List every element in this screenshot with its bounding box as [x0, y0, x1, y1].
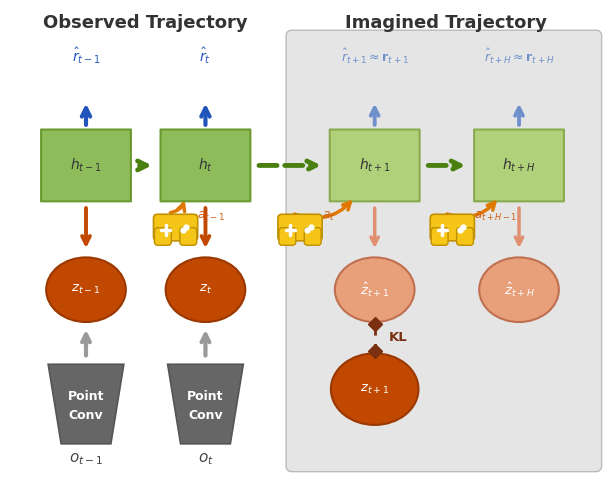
FancyBboxPatch shape	[457, 228, 473, 245]
Text: Conv: Conv	[188, 409, 223, 422]
Text: KL: KL	[389, 331, 407, 344]
Text: $z_{t-1}$: $z_{t-1}$	[71, 283, 101, 296]
Ellipse shape	[46, 257, 126, 322]
Text: $o_{t-1}$: $o_{t-1}$	[69, 451, 103, 467]
FancyBboxPatch shape	[279, 228, 296, 245]
Text: $o_t$: $o_t$	[198, 451, 214, 467]
Text: Point: Point	[68, 390, 104, 403]
FancyBboxPatch shape	[430, 214, 475, 241]
Text: $\hat{r}_{t-1}$: $\hat{r}_{t-1}$	[71, 46, 101, 66]
Text: $a_t$: $a_t$	[322, 210, 336, 223]
Text: $z_{t+1}$: $z_{t+1}$	[360, 383, 389, 396]
Polygon shape	[48, 364, 124, 444]
FancyBboxPatch shape	[180, 228, 196, 245]
Text: $a_{t-1}$: $a_{t-1}$	[198, 210, 226, 223]
FancyBboxPatch shape	[286, 30, 601, 472]
Ellipse shape	[479, 257, 559, 322]
FancyBboxPatch shape	[330, 130, 420, 201]
Text: Observed Trajectory: Observed Trajectory	[43, 14, 248, 32]
Text: Point: Point	[187, 390, 224, 403]
Text: $\hat{r}_{t+1} \approx \mathbf{r}_{t+1}$: $\hat{r}_{t+1} \approx \mathbf{r}_{t+1}$	[341, 47, 409, 66]
Text: $h_t$: $h_t$	[198, 157, 213, 174]
Text: $h_{t-1}$: $h_{t-1}$	[70, 157, 102, 174]
Text: Conv: Conv	[69, 409, 103, 422]
FancyBboxPatch shape	[41, 130, 131, 201]
FancyBboxPatch shape	[160, 130, 250, 201]
Text: $z_t$: $z_t$	[199, 283, 212, 296]
Polygon shape	[168, 364, 243, 444]
FancyBboxPatch shape	[278, 214, 322, 241]
FancyBboxPatch shape	[154, 228, 171, 245]
Text: $\hat{r}_t$: $\hat{r}_t$	[199, 46, 212, 66]
Ellipse shape	[166, 257, 245, 322]
Text: $\hat{z}_{t+H}$: $\hat{z}_{t+H}$	[504, 281, 534, 299]
FancyBboxPatch shape	[304, 228, 321, 245]
Text: Imagined Trajectory: Imagined Trajectory	[345, 14, 547, 32]
FancyBboxPatch shape	[474, 130, 564, 201]
FancyBboxPatch shape	[431, 228, 448, 245]
Text: $\hat{r}_{t+H} \approx \mathbf{r}_{t+H}$: $\hat{r}_{t+H} \approx \mathbf{r}_{t+H}$	[484, 47, 554, 66]
Ellipse shape	[335, 257, 415, 322]
FancyBboxPatch shape	[154, 214, 198, 241]
Text: $h_{t+H}$: $h_{t+H}$	[502, 157, 536, 174]
Text: $h_{t+1}$: $h_{t+1}$	[359, 157, 390, 174]
Ellipse shape	[331, 353, 418, 425]
Text: $\hat{z}_{t+1}$: $\hat{z}_{t+1}$	[360, 281, 389, 299]
Text: $a_{t+H-1}$: $a_{t+H-1}$	[474, 210, 517, 223]
